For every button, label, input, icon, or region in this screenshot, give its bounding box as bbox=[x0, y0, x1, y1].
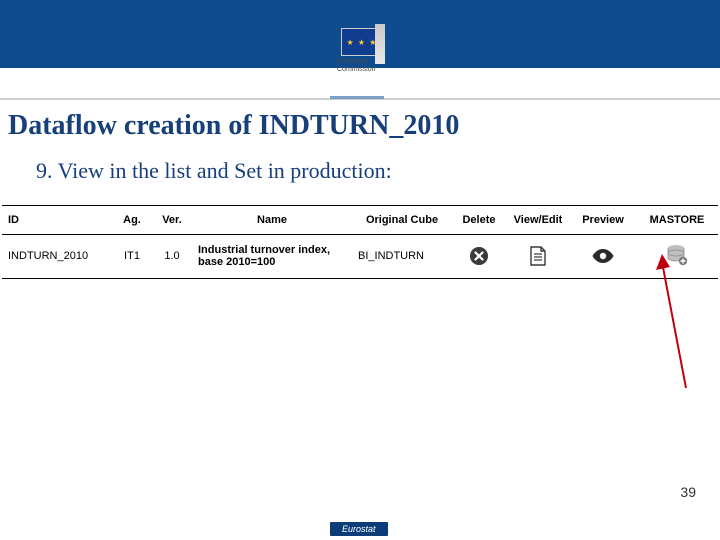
mastore-button[interactable] bbox=[665, 243, 689, 267]
col-ag: Ag. bbox=[112, 206, 152, 234]
document-icon bbox=[529, 246, 547, 266]
eye-icon bbox=[591, 248, 615, 264]
col-ver: Ver. bbox=[152, 206, 192, 234]
col-viewedit: View/Edit bbox=[506, 206, 570, 234]
page-number: 39 bbox=[680, 484, 696, 500]
logo-underline bbox=[330, 96, 384, 99]
cell-delete bbox=[452, 234, 506, 278]
table-header-row: ID Ag. Ver. Name Original Cube Delete Vi… bbox=[2, 206, 718, 234]
cell-viewedit bbox=[506, 234, 570, 278]
dataflow-table: ID Ag. Ver. Name Original Cube Delete Vi… bbox=[2, 205, 718, 279]
cell-name: Industrial turnover index, base 2010=100 bbox=[192, 234, 352, 278]
col-id: ID bbox=[2, 206, 112, 234]
cell-cube: BI_INDTURN bbox=[352, 234, 452, 278]
eu-stars: ★ ★ ★ bbox=[347, 38, 378, 47]
col-name: Name bbox=[192, 206, 352, 234]
col-mastore: MASTORE bbox=[636, 206, 718, 234]
page-title: Dataflow creation of INDTURN_2010 bbox=[8, 110, 708, 142]
logo-building-icon bbox=[375, 24, 385, 64]
col-cube: Original Cube bbox=[352, 206, 452, 234]
page-subtitle: 9. View in the list and Set in productio… bbox=[36, 158, 686, 184]
database-icon bbox=[666, 244, 688, 266]
ec-logo: ★ ★ ★ European Commission bbox=[331, 28, 393, 94]
col-delete: Delete bbox=[452, 206, 506, 234]
footer-label: Eurostat bbox=[330, 522, 388, 536]
logo-line2: Commission bbox=[337, 66, 393, 74]
col-preview: Preview bbox=[570, 206, 636, 234]
cell-ag: IT1 bbox=[112, 234, 152, 278]
table-row: INDTURN_2010 IT1 1.0 Industrial turnover… bbox=[2, 234, 718, 278]
delete-button[interactable] bbox=[467, 244, 491, 268]
cell-id: INDTURN_2010 bbox=[2, 234, 112, 278]
close-circle-icon bbox=[469, 246, 489, 266]
viewedit-button[interactable] bbox=[526, 244, 550, 268]
cell-mastore bbox=[636, 234, 718, 278]
cell-ver: 1.0 bbox=[152, 234, 192, 278]
preview-button[interactable] bbox=[591, 244, 615, 268]
cell-preview bbox=[570, 234, 636, 278]
